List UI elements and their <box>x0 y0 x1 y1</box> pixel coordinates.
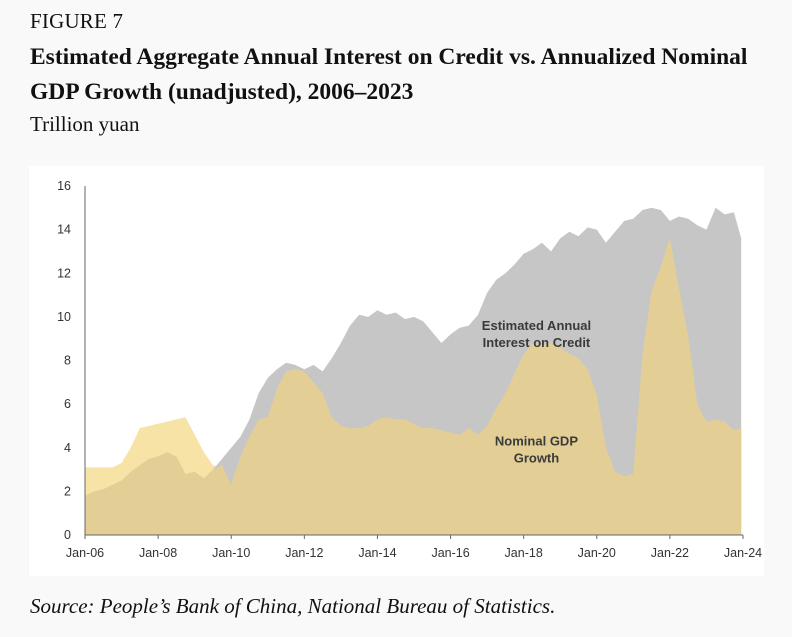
x-tick-label: Jan-14 <box>358 546 396 560</box>
y-tick-label: 6 <box>64 397 71 411</box>
x-tick-label: Jan-10 <box>212 546 250 560</box>
y-tick-label: 10 <box>57 310 71 324</box>
x-tick-label: Jan-16 <box>431 546 469 560</box>
y-tick-label: 2 <box>64 484 71 498</box>
x-tick-label: Jan-08 <box>139 546 177 560</box>
y-tick-label: 8 <box>64 354 71 368</box>
y-tick-label: 16 <box>57 179 71 193</box>
y-tick-label: 14 <box>57 223 71 237</box>
x-tick-label: Jan-22 <box>651 546 689 560</box>
y-tick-label: 0 <box>64 528 71 542</box>
annotation-line: Nominal GDP <box>495 434 578 449</box>
unit-label: Trillion yuan <box>30 112 140 136</box>
source-note: Source: People’s Bank of China, National… <box>30 594 556 618</box>
annotation-line: Interest on Credit <box>483 335 591 350</box>
interest-annotation: Estimated Annual Interest on Credit <box>482 318 591 350</box>
y-tick-label: 4 <box>64 441 71 455</box>
chart-title: Estimated Aggregate Annual Interest on C… <box>30 44 748 105</box>
x-tick-label: Jan-06 <box>66 546 104 560</box>
annotation-line: Estimated Annual <box>482 318 591 333</box>
annotation-line: Growth <box>514 451 560 466</box>
chart-svg: 0 2 4 6 8 10 12 14 16 Jan-06 Jan-08 Jan-10 Jan-12 Jan… <box>57 179 762 560</box>
chart-panel: 0 2 4 6 8 10 12 14 16 Jan-06 Jan-08 Jan-10 Jan-12 Jan… <box>29 166 764 576</box>
figure-label: FIGURE 7 <box>30 9 124 33</box>
x-tick-label: Jan-18 <box>505 546 543 560</box>
gdp-annotation: Nominal GDP Growth <box>495 434 578 466</box>
y-tick-label: 12 <box>57 266 71 280</box>
gdp-growth-area <box>85 238 742 535</box>
x-tick-label: Jan-24 <box>724 546 762 560</box>
x-tick-label: Jan-20 <box>578 546 616 560</box>
x-tick-label: Jan-12 <box>285 546 323 560</box>
